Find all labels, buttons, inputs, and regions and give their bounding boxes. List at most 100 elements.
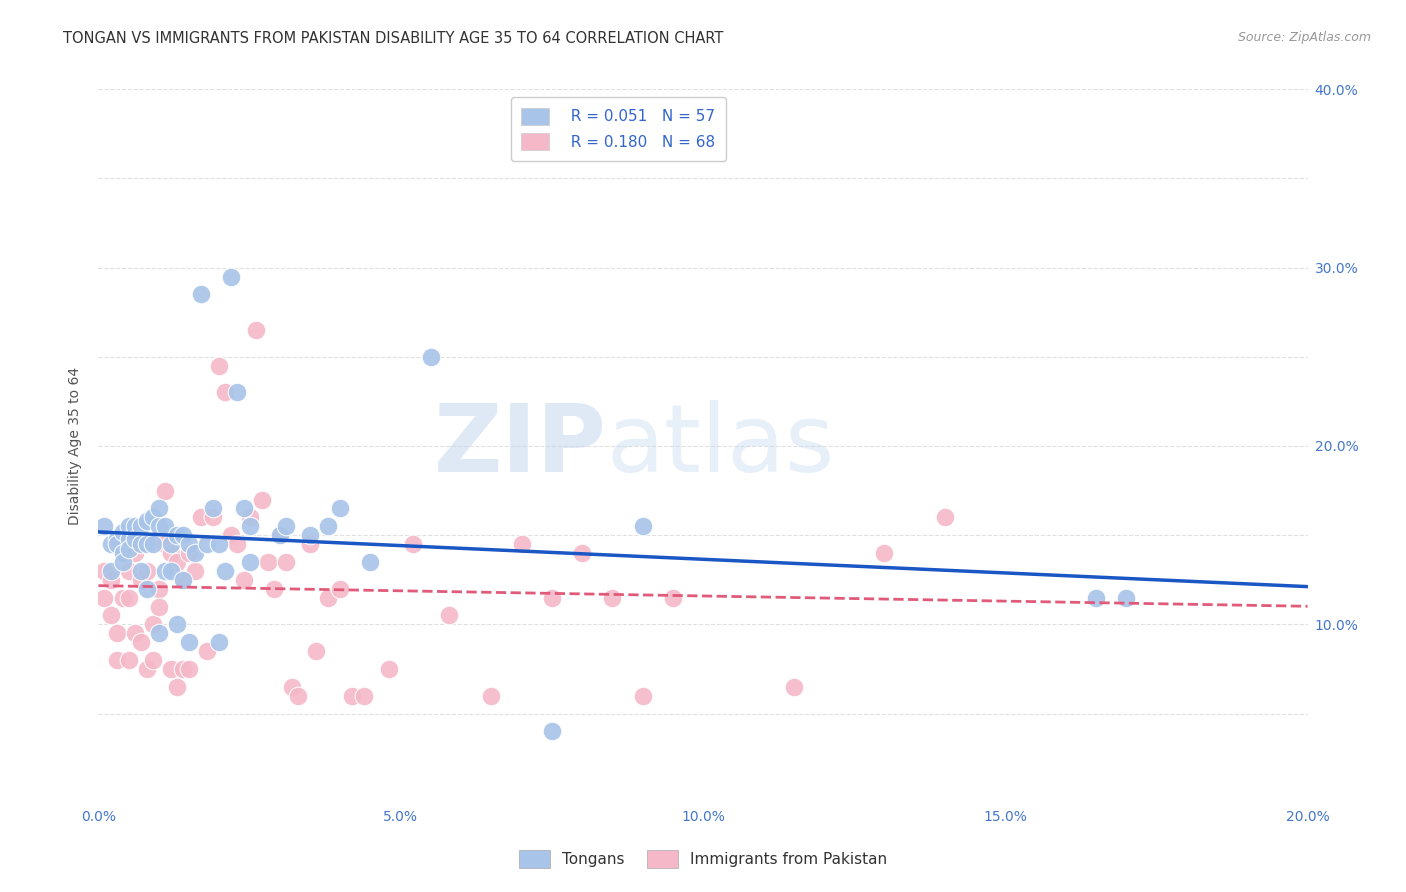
Point [783,680,806,694]
Point [377,662,399,676]
Point [135,662,157,676]
Point [402,537,425,551]
Point [142,653,165,667]
Point [118,519,141,533]
Point [437,608,460,623]
Point [232,573,254,587]
Point [631,519,654,533]
Point [540,724,562,739]
Point [184,564,207,578]
Point [105,653,128,667]
Point [190,287,212,301]
Point [100,537,122,551]
Point [148,626,170,640]
Point [105,537,128,551]
Point [631,689,654,703]
Point [342,689,364,703]
Text: atlas: atlas [606,400,835,492]
Point [172,662,194,676]
Point [1115,591,1137,605]
Point [281,680,304,694]
Point [118,591,141,605]
Point [135,514,157,528]
Point [172,573,194,587]
Point [105,626,128,640]
Point [166,528,188,542]
Point [934,510,956,524]
Point [118,542,141,557]
Point [142,510,165,524]
Point [274,519,297,533]
Point [100,564,122,578]
Point [179,537,201,551]
Point [148,599,170,614]
Point [1085,591,1108,605]
Text: Source: ZipAtlas.com: Source: ZipAtlas.com [1237,31,1371,45]
Y-axis label: Disability Age 35 to 64: Disability Age 35 to 64 [69,367,83,525]
Point [148,501,170,516]
Point [221,528,243,542]
Point [135,582,157,596]
Legend: Tongans, Immigrants from Pakistan: Tongans, Immigrants from Pakistan [512,843,894,875]
Point [214,564,236,578]
Point [184,546,207,560]
Point [602,591,624,605]
Point [287,689,309,703]
Point [305,644,328,658]
Point [316,591,339,605]
Point [105,532,128,546]
Point [124,546,146,560]
Point [208,359,231,373]
Point [135,564,157,578]
Point [226,385,249,400]
Legend:   R = 0.051   N = 57,   R = 0.180   N = 68: R = 0.051 N = 57, R = 0.180 N = 68 [510,97,725,161]
Point [239,555,262,569]
Point [195,644,218,658]
Point [124,519,146,533]
Point [481,689,503,703]
Point [274,555,297,569]
Point [129,635,152,649]
Point [93,591,115,605]
Point [160,564,183,578]
Point [111,546,134,560]
Point [179,546,201,560]
Point [111,591,134,605]
Text: ZIP: ZIP [433,400,606,492]
Point [93,519,115,533]
Point [153,564,176,578]
Point [142,537,165,551]
Point [179,635,201,649]
Point [166,617,188,632]
Point [160,662,183,676]
Point [239,510,262,524]
Point [353,689,375,703]
Point [142,617,165,632]
Point [93,564,115,578]
Point [329,501,352,516]
Point [329,582,352,596]
Point [118,653,141,667]
Point [148,519,170,533]
Point [111,524,134,539]
Point [661,591,683,605]
Point [172,528,194,542]
Point [239,519,262,533]
Point [172,573,194,587]
Point [195,537,218,551]
Point [214,385,236,400]
Point [118,532,141,546]
Point [148,582,170,596]
Point [540,591,562,605]
Point [129,519,152,533]
Point [129,573,152,587]
Text: TONGAN VS IMMIGRANTS FROM PAKISTAN DISABILITY AGE 35 TO 64 CORRELATION CHART: TONGAN VS IMMIGRANTS FROM PAKISTAN DISAB… [63,31,724,46]
Point [124,532,146,546]
Point [299,528,322,542]
Point [129,537,152,551]
Point [263,582,285,596]
Point [153,483,176,498]
Point [111,546,134,560]
Point [316,519,339,533]
Point [250,492,273,507]
